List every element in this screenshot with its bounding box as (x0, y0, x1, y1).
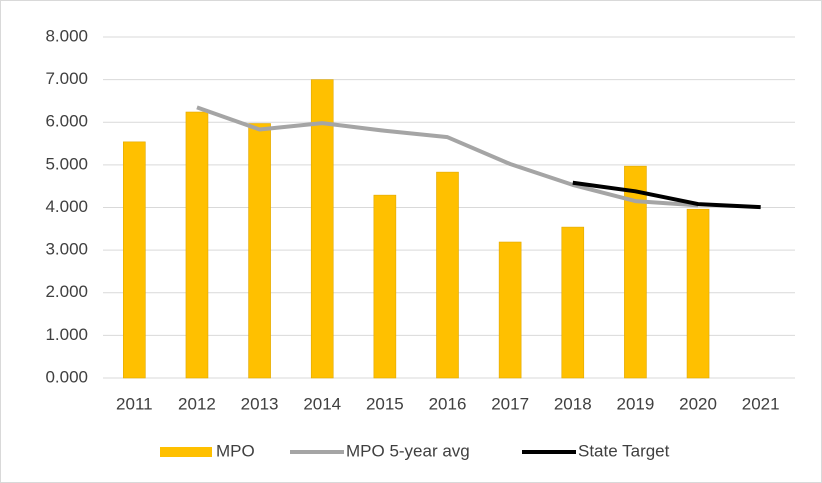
x-tick-label: 2012 (178, 394, 216, 413)
x-tick-label: 2016 (429, 394, 467, 413)
legend-label: State Target (578, 441, 670, 460)
bar (310, 79, 334, 379)
y-tick-label: 6.000 (45, 112, 88, 131)
x-tick-label: 2015 (366, 394, 404, 413)
bar (248, 123, 271, 379)
x-tick-label: 2013 (241, 394, 279, 413)
y-tick-label: 5.000 (45, 154, 88, 173)
bar (373, 194, 397, 379)
legend-swatch (160, 447, 212, 457)
bar (498, 241, 522, 379)
legend-label: MPO (216, 441, 255, 460)
x-tick-label: 2011 (116, 394, 153, 413)
bar (185, 111, 209, 379)
y-tick-label: 1.000 (45, 325, 88, 344)
y-tick-label: 2.000 (45, 282, 88, 301)
x-tick-label: 2019 (616, 394, 654, 413)
legend-label: MPO 5-year avg (346, 441, 470, 460)
bar (561, 226, 585, 379)
y-tick-label: 0.000 (45, 367, 88, 386)
bar (686, 208, 710, 379)
y-tick-label: 7.000 (45, 69, 88, 88)
y-tick-label: 8.000 (45, 26, 88, 45)
bar (123, 141, 146, 379)
x-tick-label: 2018 (554, 394, 592, 413)
bar (624, 165, 647, 379)
x-tick-label: 2020 (679, 394, 717, 413)
bar (436, 171, 459, 379)
line (572, 180, 761, 210)
line (196, 105, 699, 208)
x-tick-label: 2021 (742, 394, 780, 413)
x-tick-label: 2014 (303, 394, 341, 413)
y-tick-label: 4.000 (45, 197, 88, 216)
x-tick-label: 2017 (491, 394, 529, 413)
y-tick-label: 3.000 (45, 240, 88, 259)
